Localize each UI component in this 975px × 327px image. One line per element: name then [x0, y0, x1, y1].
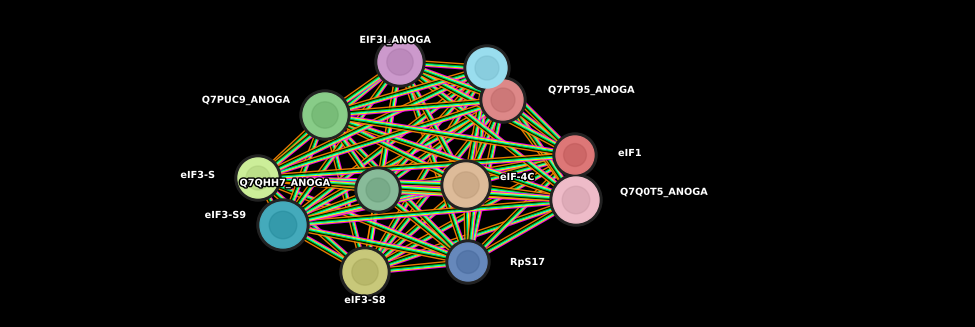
Circle shape — [446, 240, 490, 284]
Circle shape — [556, 136, 594, 174]
Circle shape — [553, 133, 597, 177]
Text: eIF3-S: eIF3-S — [180, 170, 215, 180]
Circle shape — [303, 93, 347, 137]
Text: EIF3I_ANOGA: EIF3I_ANOGA — [360, 35, 431, 45]
Circle shape — [563, 186, 590, 214]
Circle shape — [491, 88, 515, 112]
Circle shape — [456, 250, 480, 273]
Text: eIF1: eIF1 — [618, 148, 642, 158]
Circle shape — [260, 202, 306, 248]
Text: Q7PUC9_ANOGA: Q7PUC9_ANOGA — [202, 95, 290, 105]
Text: RpS17: RpS17 — [510, 257, 545, 267]
Circle shape — [235, 155, 281, 201]
Circle shape — [355, 167, 401, 213]
Circle shape — [352, 259, 378, 285]
Circle shape — [441, 160, 491, 210]
Circle shape — [343, 250, 387, 294]
Text: Q7QHH7_ANOGA: Q7QHH7_ANOGA — [240, 178, 330, 188]
Circle shape — [375, 37, 425, 87]
Circle shape — [483, 80, 523, 120]
Circle shape — [340, 247, 390, 297]
Circle shape — [564, 144, 586, 166]
Text: Q7Q0T5_ANOGA: Q7Q0T5_ANOGA — [620, 187, 708, 197]
Circle shape — [246, 166, 270, 190]
Circle shape — [387, 49, 413, 75]
Text: Q7PT95_ANOGA: Q7PT95_ANOGA — [548, 85, 635, 95]
Circle shape — [475, 56, 499, 80]
Text: eIF3-S9: eIF3-S9 — [205, 210, 246, 220]
Circle shape — [358, 170, 398, 210]
Circle shape — [452, 172, 479, 198]
Circle shape — [269, 211, 296, 239]
Text: eIF3-S8: eIF3-S8 — [344, 295, 386, 305]
Circle shape — [449, 243, 487, 281]
Circle shape — [378, 40, 422, 84]
Circle shape — [312, 102, 338, 128]
Circle shape — [464, 45, 510, 91]
Circle shape — [550, 174, 602, 226]
Circle shape — [444, 163, 488, 207]
Circle shape — [480, 77, 526, 123]
Circle shape — [238, 158, 278, 198]
Circle shape — [366, 178, 390, 202]
Circle shape — [467, 48, 507, 88]
Circle shape — [257, 199, 309, 251]
Circle shape — [300, 90, 350, 140]
Circle shape — [553, 177, 599, 223]
Text: eIF-4C: eIF-4C — [500, 172, 534, 182]
